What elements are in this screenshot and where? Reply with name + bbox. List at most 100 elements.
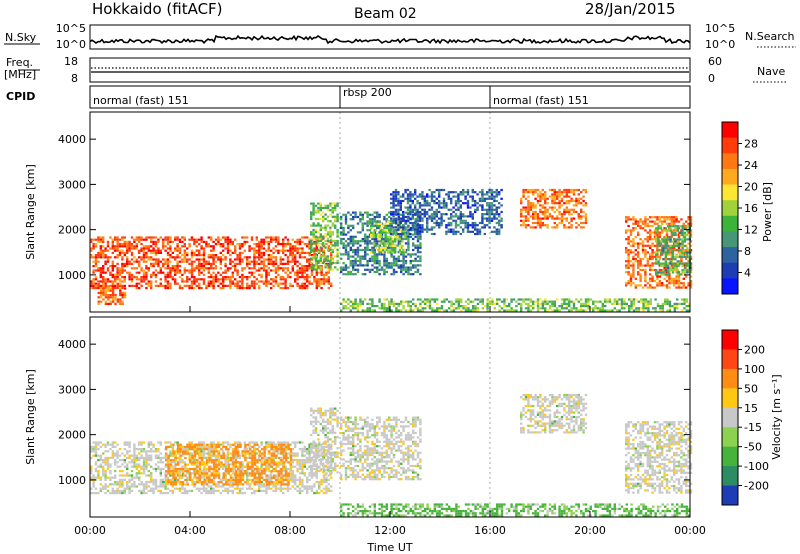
echo-cell (397, 213, 400, 216)
echo-cell (126, 271, 129, 274)
echo-cell (154, 483, 158, 486)
echo-cell (551, 188, 554, 192)
echo-cell (399, 202, 402, 205)
echo-cell (282, 287, 285, 290)
echo-cell (389, 242, 392, 245)
echo-cell (383, 307, 386, 310)
echo-cell (629, 284, 633, 287)
echo-cell (319, 226, 322, 229)
echo-cell (90, 254, 93, 257)
echo-cell (130, 258, 134, 261)
echo-cell (312, 211, 315, 214)
echo-cell (402, 273, 405, 276)
echo-cell (322, 235, 325, 238)
echo-cell (296, 271, 299, 274)
echo-cell (147, 258, 150, 261)
echo-cell (188, 441, 191, 444)
echo-cell (392, 213, 395, 216)
echo-cell (181, 260, 184, 263)
echo-cell (310, 238, 314, 241)
echo-cell (584, 305, 588, 308)
echo-cell (675, 286, 678, 289)
echo-cell (651, 231, 654, 234)
echo-cell (488, 215, 491, 218)
echo-cell (498, 232, 501, 236)
echo-cell (662, 238, 665, 241)
echo-cell (272, 256, 275, 259)
echo-cell (474, 228, 477, 231)
echo-cell (572, 217, 576, 220)
echo-cell (319, 233, 322, 236)
echo-cell (253, 284, 256, 287)
echo-cell (128, 478, 131, 481)
echo-cell (121, 265, 124, 268)
echo-cell (435, 210, 438, 214)
echo-cell (296, 276, 299, 279)
echo-cell (681, 240, 684, 243)
echo-cell (274, 236, 278, 239)
echo-cell (551, 226, 554, 229)
echo-cell (580, 191, 583, 194)
echo-cell (303, 287, 306, 290)
echo-cell (236, 243, 239, 246)
echo-cell (243, 240, 246, 243)
echo-cell (421, 230, 424, 233)
echo-cell (246, 258, 249, 261)
echo-cell (397, 255, 400, 258)
echo-cell (414, 204, 417, 207)
echo-cell (546, 302, 549, 305)
echo-cell (495, 193, 498, 196)
echo-cell (111, 300, 115, 303)
echo-cell (644, 251, 647, 254)
echo-cell (544, 300, 547, 303)
echo-cell (315, 247, 318, 250)
echo-cell (188, 456, 191, 459)
echo-cell (493, 226, 496, 229)
echo-cell (478, 228, 482, 231)
echo-cell (637, 253, 640, 256)
echo-cell (395, 264, 398, 267)
echo-cell (312, 233, 315, 236)
echo-cell (224, 258, 227, 261)
echo-cell (229, 280, 232, 283)
echo-cell (649, 300, 652, 303)
echo-cell (109, 302, 112, 305)
echo-cell (558, 191, 561, 194)
echo-cell (159, 443, 162, 446)
echo-cell (452, 232, 455, 236)
echo-cell (354, 305, 357, 308)
echo-cell (673, 216, 676, 219)
colorbar-swatch (722, 153, 738, 170)
echo-cell (577, 199, 580, 203)
echo-cell (97, 236, 100, 239)
echo-cell (298, 269, 302, 272)
echo-cell (123, 474, 126, 477)
echo-cell (380, 237, 384, 241)
echo-cell (632, 229, 635, 232)
echo-cell (529, 206, 532, 209)
echo-cell (478, 230, 482, 233)
echo-cell (226, 243, 230, 246)
echo-cell (376, 226, 379, 230)
echo-cell (352, 240, 355, 243)
echo-cell (312, 204, 315, 207)
echo-cell (152, 445, 155, 448)
echo-cell (99, 459, 102, 462)
echo-cell (373, 309, 376, 312)
echo-cell (94, 265, 98, 268)
echo-cell (658, 282, 661, 285)
echo-cell (121, 300, 124, 303)
echo-cell (326, 239, 330, 243)
echo-cell (342, 237, 345, 241)
echo-cell (627, 229, 630, 232)
echo-cell (150, 287, 153, 290)
echo-cell (493, 215, 496, 218)
echo-cell (657, 244, 660, 248)
echo-cell (471, 224, 474, 227)
echo-cell (274, 258, 278, 261)
echo-cell (416, 237, 420, 241)
echo-cell (493, 217, 496, 220)
echo-cell (104, 278, 107, 281)
echo-cell (229, 238, 232, 241)
echo-cell (656, 246, 659, 250)
